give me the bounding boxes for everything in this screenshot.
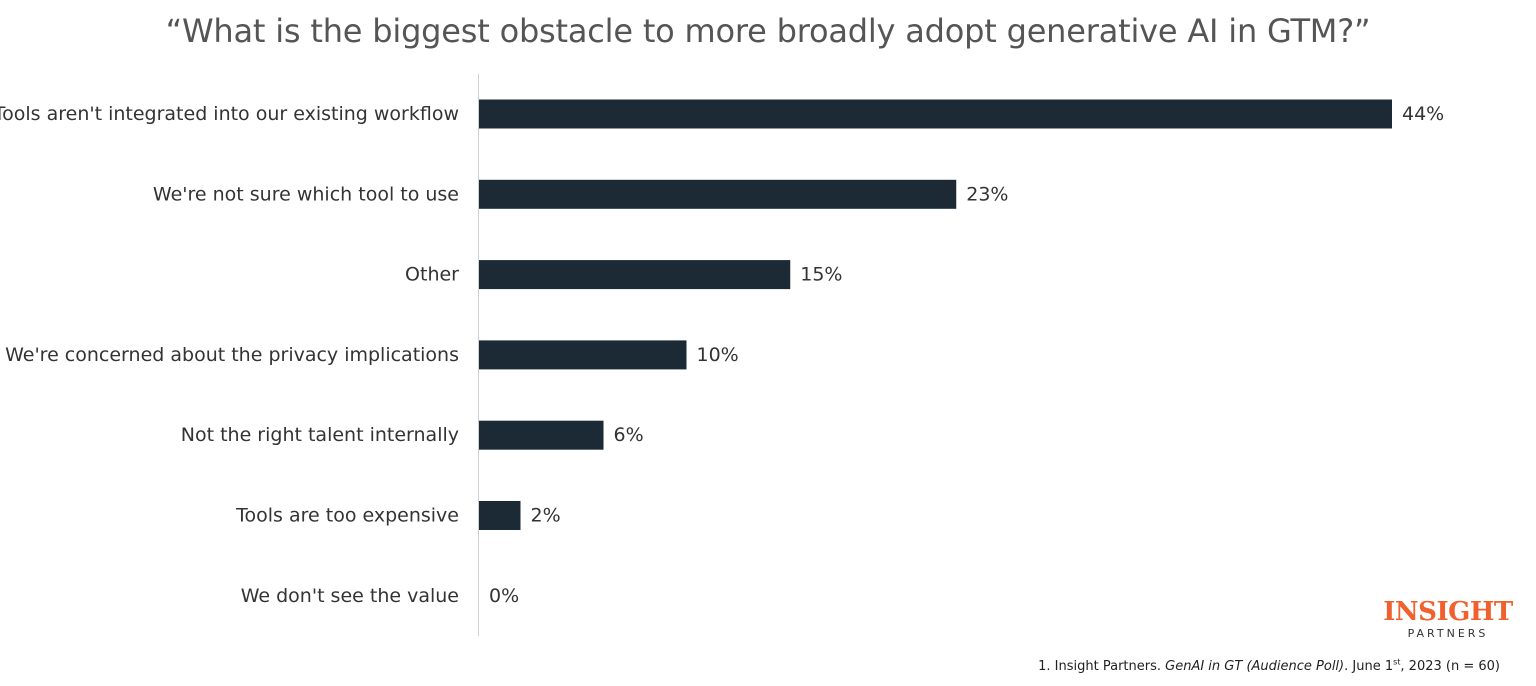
chart-title: “What is the biggest obstacle to more br… bbox=[165, 12, 1371, 50]
logo-main-text: INSIGHT bbox=[1383, 597, 1513, 627]
category-label: Not the right talent internally bbox=[181, 424, 459, 446]
footnote-prefix: 1. Insight Partners. bbox=[1038, 659, 1166, 674]
value-label: 6% bbox=[614, 424, 644, 446]
value-label: 10% bbox=[697, 344, 739, 366]
value-label: 15% bbox=[800, 264, 842, 286]
insight-partners-logo: INSIGHT PARTNERS bbox=[1380, 598, 1516, 642]
footnote-date-sup: st bbox=[1393, 657, 1401, 667]
bar bbox=[479, 99, 1392, 129]
bar bbox=[479, 420, 604, 450]
value-label: 2% bbox=[531, 505, 561, 527]
bar bbox=[479, 179, 957, 209]
category-label: We're not sure which tool to use bbox=[153, 183, 459, 205]
value-label: 0% bbox=[489, 585, 519, 607]
value-label: 23% bbox=[966, 183, 1008, 205]
category-label: Other bbox=[405, 264, 459, 286]
footnote-source: GenAI in GT (Audience Poll) bbox=[1165, 659, 1345, 674]
value-label: 44% bbox=[1402, 103, 1444, 125]
footnote-suffix: , 2023 (n = 60) bbox=[1400, 659, 1500, 674]
bar bbox=[479, 501, 521, 530]
category-label: Tools are too expensive bbox=[235, 505, 459, 527]
source-footnote: 1. Insight Partners. GenAI in GT (Audien… bbox=[1038, 657, 1500, 674]
bar bbox=[479, 340, 687, 370]
logo-sub-text: PARTNERS bbox=[1407, 627, 1489, 640]
footnote-date: . June 1 bbox=[1344, 659, 1394, 674]
category-label: Tools aren't integrated into our existin… bbox=[0, 103, 459, 125]
category-label: We're concerned about the privacy implic… bbox=[5, 344, 459, 366]
bar bbox=[479, 260, 791, 290]
category-label: We don't see the value bbox=[241, 585, 459, 607]
